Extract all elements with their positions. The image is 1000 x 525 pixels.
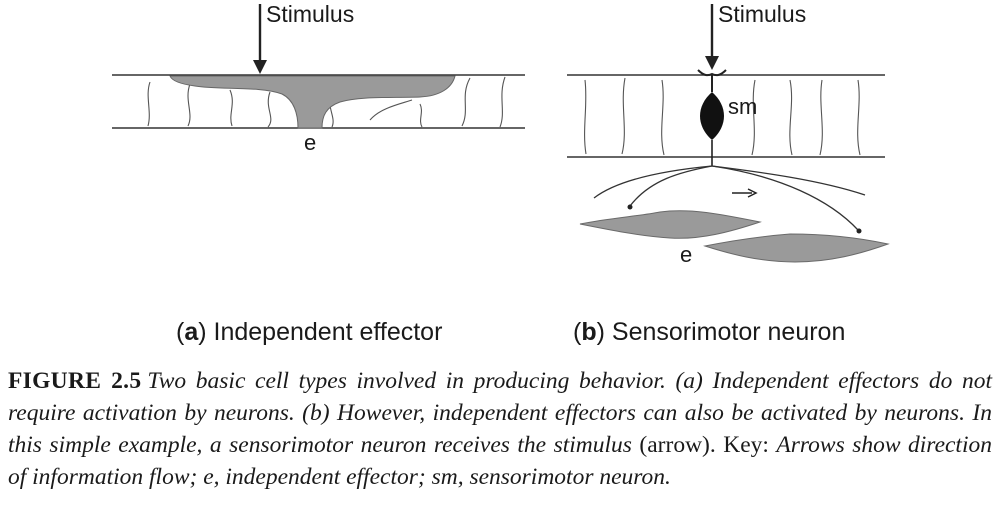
- axon-branches: [593, 165, 866, 231]
- sensorimotor-neuron-soma: [700, 92, 724, 140]
- figure-caption: FIGURE 2.5 Two basic cell types involved …: [8, 365, 992, 493]
- panel-b-neuron-label: sm: [728, 94, 757, 119]
- panel-a-caption: (a) Independent effector: [176, 318, 443, 346]
- panel-a-caption-letter: a: [184, 318, 199, 346]
- axon-terminal-left: [627, 204, 633, 210]
- panel-b-diagram: Stimulus sm e: [567, 1, 890, 267]
- panel-a-stimulus-label: Stimulus: [266, 1, 354, 27]
- panel-b-stimulus-label: Stimulus: [718, 1, 806, 27]
- panel-b-cell-boundaries: [584, 77, 861, 156]
- caption-text-roman: (arrow). Key:: [631, 432, 777, 458]
- panel-b-effector-label: e: [680, 242, 692, 267]
- caption-text-italic-2: Arrows show direction of information flo…: [8, 432, 992, 490]
- panel-b-caption-text: Sensorimotor neuron: [611, 318, 846, 346]
- panel-b-arrowhead: [705, 56, 719, 70]
- axon-terminal-right: [856, 228, 862, 234]
- figure-label: FIGURE 2.5: [8, 368, 142, 394]
- panel-a-effector-label: e: [304, 130, 316, 155]
- panel-a-diagram: Stimulus e: [112, 1, 525, 155]
- panel-b-caption-letter: b: [581, 318, 597, 346]
- panel-a-effector: [169, 75, 456, 129]
- panel-b-effector-cell-1: [579, 210, 762, 239]
- figure-illustration: Stimulus e Stimulus sm: [112, 1, 890, 267]
- panel-a-caption-text: Independent effector: [213, 318, 443, 346]
- panel-b-caption: (b) Sensorimotor neuron: [573, 318, 846, 346]
- panel-a-arrowhead: [253, 60, 267, 74]
- panel-b-effector-cell-2: [703, 233, 890, 263]
- caption-text-italic-1: Two basic cell types involved in produci…: [8, 368, 992, 458]
